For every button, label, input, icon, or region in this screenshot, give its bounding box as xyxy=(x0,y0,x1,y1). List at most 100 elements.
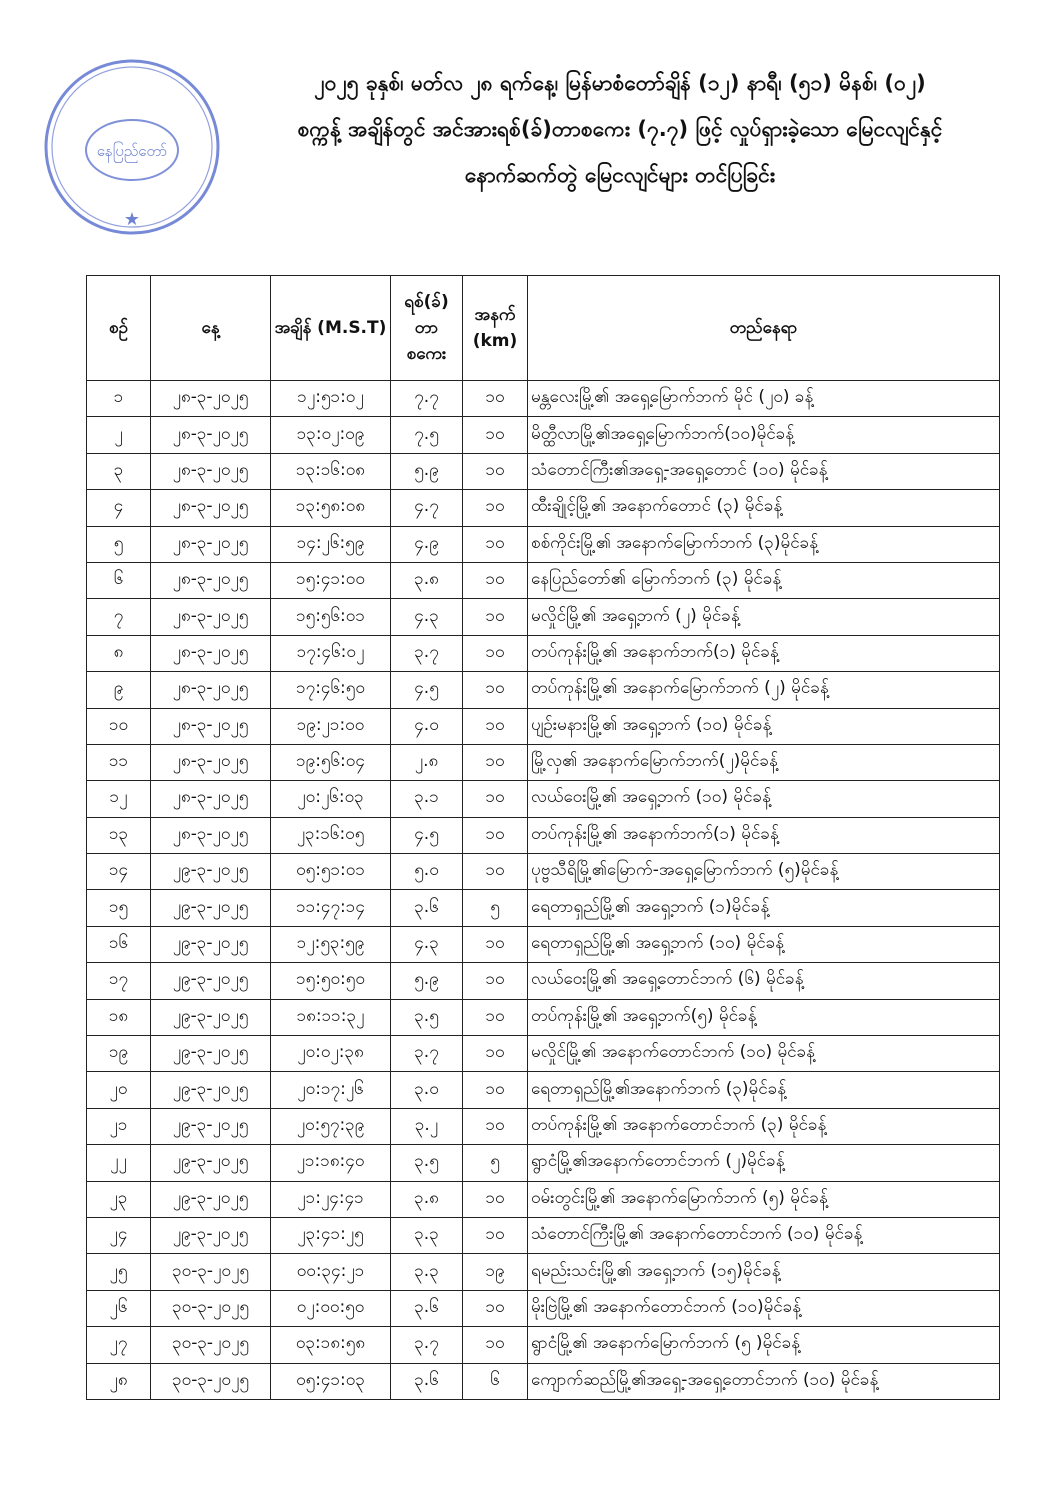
cell-date: ၂၈-၃-၂၀၂၅ xyxy=(150,561,271,600)
table-row: ၉၂၈-၃-၂၀၂၅ ၁၇:၄၆:၅၀ ၄.၅ ၁၀ တပ်ကုန်းမြို့၏ အန… xyxy=(86,671,1000,709)
cell-magnitude: ၅.၉ xyxy=(390,452,463,491)
cell-time: ၁၄:၂၆:၅၉ xyxy=(270,525,391,563)
cell-depth: ၁၀ xyxy=(462,1035,528,1073)
cell-time: ၂၀:၂၆:၀၃ xyxy=(270,780,391,818)
cell-date: ၂၈-၃-၂၀၂၅ xyxy=(150,671,271,709)
cell-depth: ၁၀ xyxy=(462,525,528,563)
cell-serial: ၂၅ xyxy=(86,1253,151,1291)
cell-serial: ၅ xyxy=(86,525,151,563)
cell-location: ထီးချိုင့်မြို့၏ အနောက်တောင် (၃) မိုင်ခန… xyxy=(527,489,1000,527)
table-row: ၂၂ ၂၉-၃-၂၀၂၅ ၂၁:၁၈:၄၀ ၃.၅၅ရွာငံမြို့၏အနောက်… xyxy=(86,1144,1000,1182)
table-row: ၃၂၈-၃-၂၀၂၅ ၁၃:၁၆:၀၈ ၅.၉ ၁၀ သံတောင်ကြီး၏အရှေ့… xyxy=(86,452,1000,491)
cell-location: နေပြည်တော်၏ မြောက်ဘက် (၃) မိုင်ခန့် xyxy=(527,561,1000,600)
cell-date: ၂၈-၃-၂၀၂၅ xyxy=(150,598,271,636)
header-col-time: အချိန် (M.S.T) xyxy=(270,275,391,381)
table-row: ၂၃ ၂၉-၃-၂၀၂၅ ၂၁:၂၄:၄၁ ၃.၈ ၁၀ ဝမ်းတွင်းမြို့၏ … xyxy=(86,1180,1000,1218)
table-row: ၁၅ ၂၉-၃-၂၀၂၅ ၁၁:၄၇:၁၄ ၃.၆၅ရေတာရှည်မြို့၏ အရ… xyxy=(86,889,1000,927)
cell-time: ၁၉:၂၁:၀၀ xyxy=(270,707,391,745)
cell-date: ၂၉-၃-၂၀၂၅ xyxy=(150,925,271,964)
cell-serial: ၁၂ xyxy=(86,780,151,818)
cell-location: တပ်ကုန်းမြို့၏ အရှေ့ဘက်(၅) မိုင်ခန့် xyxy=(527,998,1000,1037)
header-col-magnitude: ရစ်(ခ်) တာ စကေး xyxy=(390,275,463,381)
cell-magnitude: ၃.၃ xyxy=(390,1216,463,1255)
cell-date: ၂၈-၃-၂၀၂၅ xyxy=(150,489,271,527)
cell-location: ပျဉ်းမနားမြို့၏ အရှေ့ဘက် (၁၀) မိုင်ခန့် xyxy=(527,707,1000,745)
table-row: ၁၆ ၂၉-၃-၂၀၂၅ ၁၂:၅၃:၅၉ ၄.၃ ၁၀ ရေတာရှည်မြို့၏ အ… xyxy=(86,925,1000,964)
cell-location: မလှိုင်မြို့၏ အနောက်တောင်ဘက် (၁၀) မိုင်ခ… xyxy=(527,1035,1000,1073)
cell-date: ၂၈-၃-၂၀၂၅ xyxy=(150,525,271,563)
document-title: ၂၀၂၅ ခုနှစ်၊ မတ်လ ၂၈ ရက်နေ့၊ မြန်မာစံတော… xyxy=(240,60,1000,198)
cell-serial: ၆ xyxy=(86,561,151,600)
cell-location: မန္တလေးမြို့၏ အရှေ့မြောက်ဘက် မိုင် (၂၀) … xyxy=(527,379,1000,418)
cell-depth: ၁၀ xyxy=(462,598,528,636)
cell-depth: ၁၀ xyxy=(462,1216,528,1255)
cell-magnitude: ၃.၇ xyxy=(390,1326,463,1364)
cell-magnitude: ၄.၅ xyxy=(390,671,463,709)
cell-magnitude: ၃.၅ xyxy=(390,998,463,1037)
header-col-serial: စဉ် xyxy=(86,275,151,381)
table-row: ၁၀ ၂၈-၃-၂၀၂၅ ၁၉:၂၁:၀၀ ၄.၀ ၁၀ ပျဉ်းမနားမြို့၏ … xyxy=(86,707,1000,745)
cell-depth: ၁၀ xyxy=(462,743,528,782)
cell-depth: ၁၀ xyxy=(462,634,528,673)
cell-time: ၁၃:၅၈:၀၈ xyxy=(270,489,391,527)
cell-location: တပ်ကုန်းမြို့၏ အနောက်တောင်ဘက် (၃) မိုင်ခ… xyxy=(527,1107,1000,1146)
table-header-row: စဉ် နေ့ အချိန် (M.S.T) ရစ်(ခ်) တာ စကေး အနက် … xyxy=(86,275,1000,381)
cell-serial: ၁၄ xyxy=(86,853,151,891)
cell-serial: ၂၄ xyxy=(86,1216,151,1255)
cell-serial: ၂၈ xyxy=(86,1362,151,1400)
table-row: ၅၂၈-၃-၂၀၂၅ ၁၄:၂၆:၅၉ ၄.၉ ၁၀ စစ်ကိုင်းမြို့၏ အ… xyxy=(86,525,1000,563)
cell-serial: ၃ xyxy=(86,452,151,491)
cell-time: ၁၇:၄၆:၅၀ xyxy=(270,671,391,709)
cell-location: ရွာငံမြို့၏အနောက်တောင်ဘက် (၂)မိုင်ခန့် xyxy=(527,1144,1000,1182)
cell-magnitude: ၂.၈ xyxy=(390,743,463,782)
cell-depth: ၁၀ xyxy=(462,853,528,891)
cell-serial: ၁ xyxy=(86,379,151,418)
table-row: ၄၂၈-၃-၂၀၂၅ ၁၃:၅၈:၀၈ ၄.၇ ၁၀ ထီးချိုင့်မြို့၏ … xyxy=(86,489,1000,527)
cell-depth: ၅ xyxy=(462,1144,528,1182)
cell-time: ၁၉:၅၆:၀၄ xyxy=(270,743,391,782)
cell-time: ၂၃:၄၁:၂၅ xyxy=(270,1216,391,1255)
cell-depth: ၁၀ xyxy=(462,379,528,418)
cell-magnitude: ၄.၃ xyxy=(390,598,463,636)
cell-magnitude: ၃.၆ xyxy=(390,1362,463,1400)
cell-time: ၁၅:၅၆:၀၁ xyxy=(270,598,391,636)
header-col-depth: အနက် (km) xyxy=(462,275,528,381)
table-row: ၂၈ ၃၀-၃-၂၀၂၅ ၀၅:၄၁:၀၃ ၃.၆၆ကျောက်ဆည်မြို့၏အရ… xyxy=(86,1362,1000,1400)
table-row: ၆၂၈-၃-၂၀၂၅ ၁၅:၄၁:၀၀ ၃.၈ ၁၀ နေပြည်တော်၏ မြောက… xyxy=(86,561,1000,600)
table-row: ၁၂၈-၃-၂၀၂၅ ၁၂:၅၁:၀၂ ၇.၇ ၁၀ မန္တလေးမြို့၏ အရှ… xyxy=(86,379,1000,418)
cell-date: ၂၈-၃-၂၀၂၅ xyxy=(150,379,271,418)
star-icon: ★ xyxy=(124,209,140,230)
cell-serial: ၂ xyxy=(86,416,151,454)
cell-time: ၁၂:၅၃:၅၉ xyxy=(270,925,391,964)
cell-depth: ၁၀ xyxy=(462,1289,528,1328)
cell-depth: ၁၀ xyxy=(462,561,528,600)
cell-serial: ၁၃ xyxy=(86,816,151,855)
cell-serial: ၁၁ xyxy=(86,743,151,782)
cell-depth: ၁၀ xyxy=(462,707,528,745)
cell-depth: ၁၉ xyxy=(462,1253,528,1291)
cell-magnitude: ၃.၁ xyxy=(390,780,463,818)
table-row: ၁၇ ၂၉-၃-၂၀၂၅ ၁၅:၅၀:၅၀ ၅.၉ ၁၀ လယ်ဝေးမြို့၏ အရှ… xyxy=(86,962,1000,1000)
cell-date: ၃၀-၃-၂၀၂၅ xyxy=(150,1253,271,1291)
cell-location: ရမည်းသင်းမြို့၏ အရှေ့ဘက် (၁၅)မိုင်ခန့် xyxy=(527,1253,1000,1291)
cell-serial: ၉ xyxy=(86,671,151,709)
title-line-2: စက္ကန့် အချိန်တွင် အင်အားရစ်(ခ်)တာစကေး (… xyxy=(297,117,943,141)
cell-time: ၁၁:၄၇:၁၄ xyxy=(270,889,391,927)
cell-depth: ၁၀ xyxy=(462,416,528,454)
header-col-location: တည်နေရာ xyxy=(527,275,1000,381)
cell-serial: ၁၈ xyxy=(86,998,151,1037)
cell-date: ၂၉-၃-၂၀၂၅ xyxy=(150,1180,271,1218)
cell-date: ၂၈-၃-၂၀၂၅ xyxy=(150,452,271,491)
seal-center-text: နေပြည်တော် xyxy=(97,141,167,163)
cell-location: ရေတာရှည်မြို့၏ အရှေ့ဘက် (၁၀) မိုင်ခန့် xyxy=(527,925,1000,964)
cell-location: သံတောင်ကြီး၏အရှေ့-အရှေ့တောင် (၁၀) မိုင်ခ… xyxy=(527,452,1000,491)
cell-depth: ၅ xyxy=(462,889,528,927)
cell-location: တပ်ကုန်းမြို့၏ အနောက်ဘက်(၁) မိုင်ခန့် xyxy=(527,634,1000,673)
cell-magnitude: ၃.၃ xyxy=(390,1253,463,1291)
table-row: ၂၇ ၃၀-၃-၂၀၂၅ ၀၃:၁၈:၅၈ ၃.၇ ၁၀ ရွာငံမြို့၏ အနော… xyxy=(86,1326,1000,1364)
cell-serial: ၁၆ xyxy=(86,925,151,964)
cell-depth: ၁၀ xyxy=(462,816,528,855)
cell-date: ၃၀-၃-၂၀၂၅ xyxy=(150,1362,271,1400)
cell-depth: ၁၀ xyxy=(462,1180,528,1218)
cell-depth: ၁၀ xyxy=(462,780,528,818)
